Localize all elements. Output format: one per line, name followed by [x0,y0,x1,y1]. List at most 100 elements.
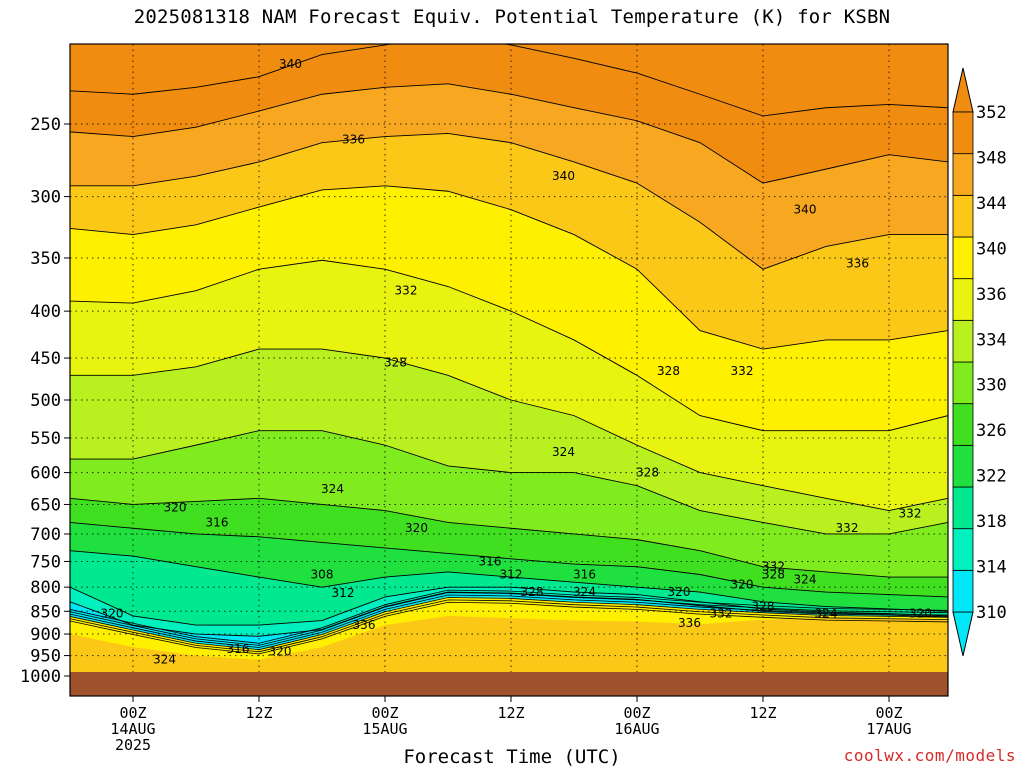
contour-label: 324 [321,482,344,496]
credit-link[interactable]: coolwx.com/models [843,746,1016,765]
y-tick-label: 350 [30,249,61,269]
svg-text:320: 320 [731,578,754,592]
colorbar-label: 348 [976,148,1007,168]
contour-label: 328 [657,364,680,378]
colorbar-label: 344 [976,194,1007,214]
colorbar-swatch [952,236,974,280]
contour-label: 312 [500,568,523,582]
svg-text:320: 320 [668,585,691,599]
contour-label: 320 [909,607,932,621]
svg-text:324: 324 [321,482,344,496]
colorbar-label: 310 [976,603,1007,623]
y-tick-label: 400 [30,302,61,322]
svg-text:324: 324 [153,653,176,667]
svg-text:320: 320 [164,501,187,515]
y-tick-label: 900 [30,625,61,645]
svg-text:332: 332 [899,507,922,521]
contour-label: 320 [405,521,428,535]
contour-label: 336 [353,618,376,632]
contour-line [70,550,948,612]
x-axis-title: Forecast Time (UTC) [403,746,621,768]
contour-label: 332 [899,507,922,521]
svg-text:316: 316 [206,515,229,529]
svg-text:340: 340 [552,169,575,183]
contour-label: 316 [573,568,596,582]
colorbar-swatch [952,528,974,571]
svg-text:312: 312 [332,586,355,600]
colorbar-swatch [952,194,974,238]
svg-text:312: 312 [500,568,523,582]
y-tick-label: 600 [30,464,61,484]
contour-line [70,132,948,270]
x-tick-label: 12Z [497,704,524,722]
contour-label: 332 [710,607,733,621]
plot-frame [69,43,949,697]
contour-label: 320 [668,585,691,599]
x-tick-label: 00Z [371,704,398,722]
x-tick-label: 17AUG [866,720,911,738]
colorbar-label: 336 [976,285,1007,305]
colorbar-swatch [952,569,974,613]
contour-label: 328 [521,585,544,599]
contour-label: 312 [332,586,355,600]
svg-text:328: 328 [752,600,775,614]
svg-text:348: 348 [479,28,502,42]
y-tick-label: 800 [30,578,61,598]
colorbar-label: 330 [976,376,1007,396]
svg-text:328: 328 [521,585,544,599]
svg-text:324: 324 [573,585,596,599]
colorbar-label: 340 [976,239,1007,259]
colorbar-bottom-arrow [952,611,974,657]
contour-label: 320 [269,644,292,658]
y-tick-label: 700 [30,525,61,545]
colorbar: 310 314 318 322 326 330 334 336 340 344 348 352 [952,67,1007,657]
contour-line [70,521,948,598]
x-tick-label: 00Z [623,704,650,722]
svg-text:316: 316 [573,568,596,582]
colorbar-swatch [952,444,974,488]
svg-text:332: 332 [731,364,754,378]
svg-text:324: 324 [815,607,838,621]
svg-text:336: 336 [353,618,376,632]
contour-label: 336 [678,616,701,630]
colorbar-swatch [952,486,974,530]
contour-label: 332 [762,560,785,574]
svg-text:320: 320 [405,521,428,535]
ground-layer [70,672,948,696]
svg-text:316: 316 [479,554,502,568]
contour-label: 320 [731,578,754,592]
x-tick-label: 15AUG [362,720,407,738]
y-tick-label: 550 [30,429,61,449]
colorbar-swatch [952,111,974,155]
contour-label: 316 [227,642,250,656]
y-tick-label: 500 [30,391,61,411]
svg-text:336: 336 [678,616,701,630]
y-tick-label: 850 [30,602,61,622]
svg-text:332: 332 [836,521,859,535]
x-tick-label: 14AUG [110,720,155,738]
contour-label: 332 [395,284,418,298]
svg-text:320: 320 [269,644,292,658]
contour-label: 340 [794,203,817,217]
chart-title: 2025081318 NAM Forecast Equiv. Potential… [133,6,891,28]
contour-label: 324 [815,607,838,621]
x-tick-label: 16AUG [614,720,659,738]
svg-text:328: 328 [384,355,407,369]
x-tick-label: 12Z [245,704,272,722]
svg-text:336: 336 [846,257,869,271]
x-tick-label: 12Z [749,704,776,722]
contour-label: 340 [552,169,575,183]
colorbar-label: 314 [976,558,1007,578]
x-tick-label: 00Z [119,704,146,722]
contour-label: 332 [731,364,754,378]
contour-line [70,601,948,655]
contour-line [70,589,948,644]
contour-label: 316 [479,554,502,568]
contour-label: 336 [846,257,869,271]
svg-text:328: 328 [636,466,659,480]
contour-label: 308 [311,568,334,582]
svg-text:340: 340 [279,57,302,71]
contour-label: 324 [153,653,176,667]
